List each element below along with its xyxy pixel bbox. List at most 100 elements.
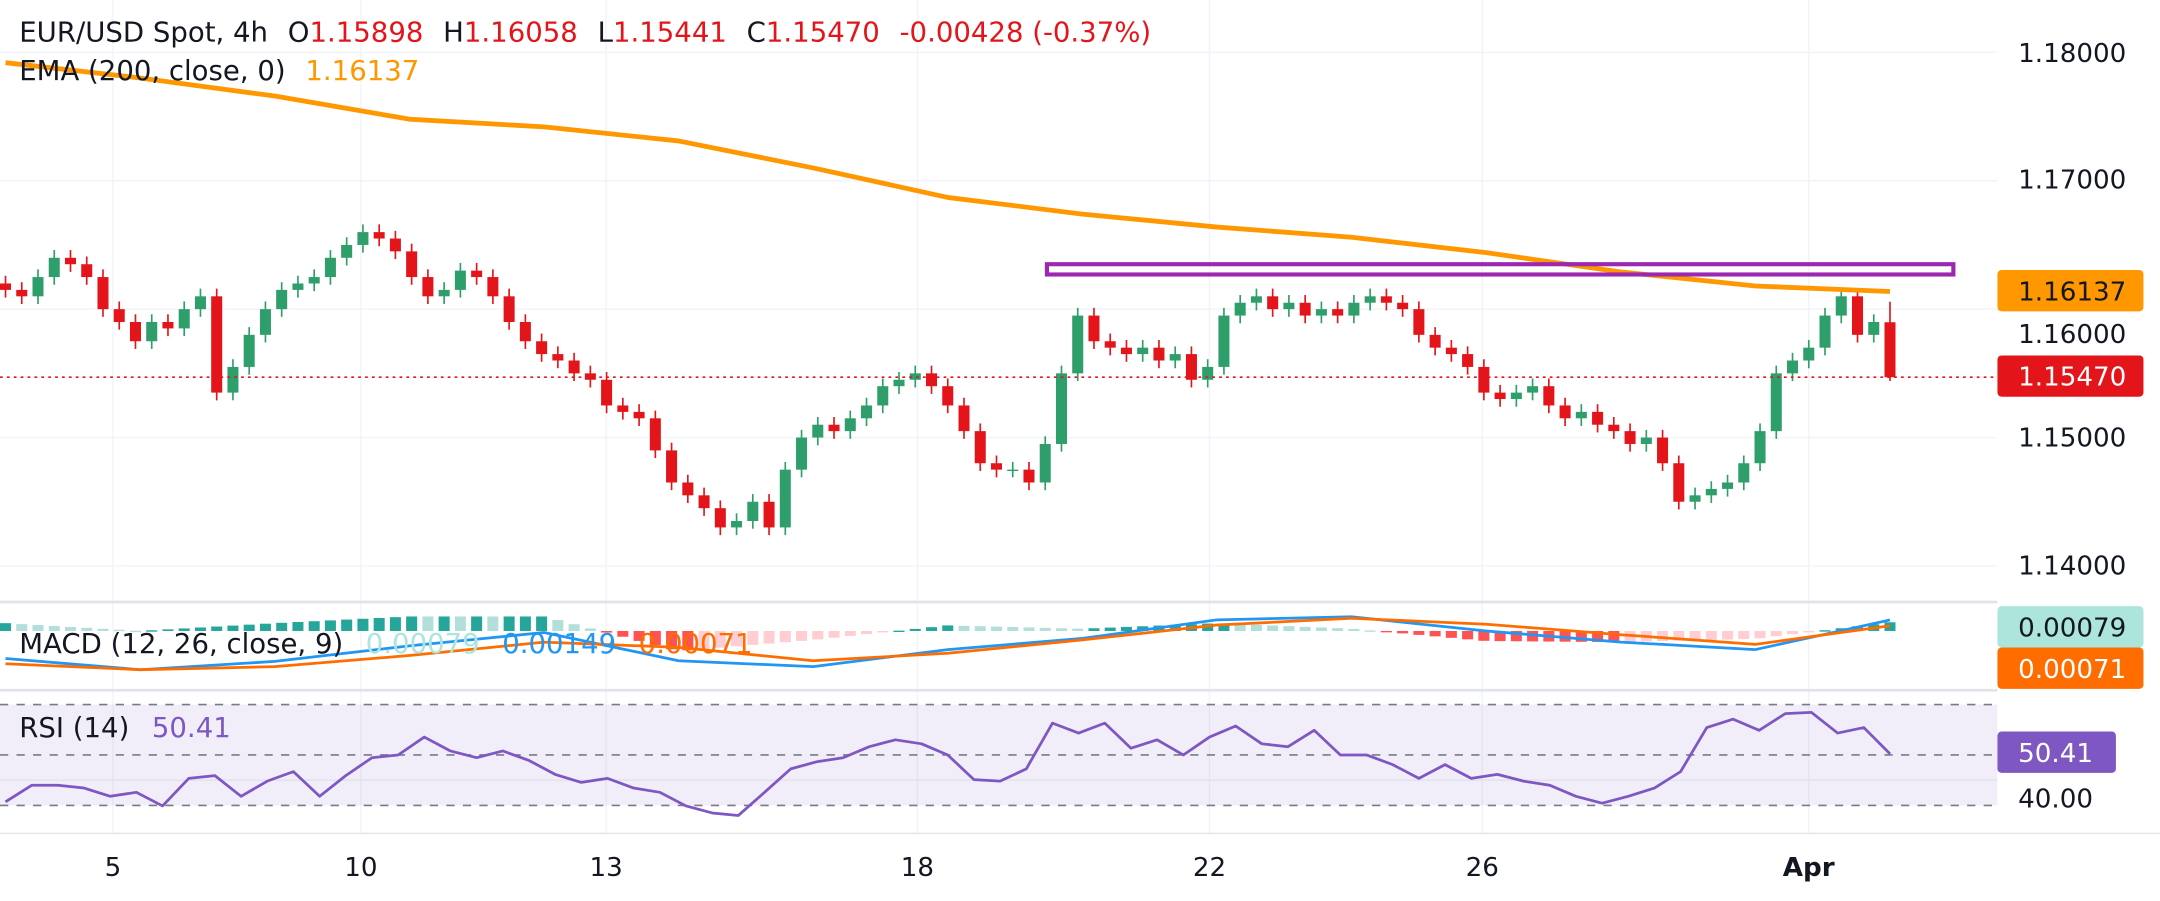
candle-body xyxy=(1332,309,1344,316)
macd-histogram-bar xyxy=(1478,630,1490,641)
macd-histogram-bar xyxy=(259,623,271,631)
candle-body xyxy=(1624,431,1636,444)
candle-body xyxy=(568,360,580,374)
rsi-legend[interactable]: RSI (14) 50.41 xyxy=(19,712,230,744)
time-axis[interactable]: 5 10 13 18 22 26 Apr xyxy=(105,853,1835,883)
macd-histogram-bar xyxy=(877,630,889,633)
candle-body xyxy=(1835,296,1847,316)
macd-histogram-bar xyxy=(958,625,970,631)
price-tick: 1.15000 xyxy=(2018,423,2126,453)
candle-body xyxy=(1608,424,1620,432)
candle-body xyxy=(1380,296,1392,303)
macd-histogram-bar xyxy=(1738,630,1750,640)
candle-body xyxy=(1462,354,1474,367)
candle-body xyxy=(519,321,531,342)
rsi-pane xyxy=(0,703,1998,817)
candle-body xyxy=(1819,315,1831,348)
ema-price-badge-text: 1.16137 xyxy=(2018,277,2126,307)
macd-histogram-bar xyxy=(942,625,954,631)
macd-histogram-bar xyxy=(1705,630,1717,640)
macd-histogram-bar xyxy=(308,621,320,631)
candle-body xyxy=(1673,463,1685,502)
candle-body xyxy=(844,418,856,432)
macd-histogram-bar xyxy=(32,625,44,631)
close-price-badge-text: 1.15470 xyxy=(2018,363,2126,393)
macd-histogram-bar xyxy=(1055,628,1067,631)
macd-histogram-bar xyxy=(64,626,77,631)
price-tick: 1.14000 xyxy=(2018,551,2126,581)
candle-body xyxy=(1592,411,1604,425)
candle-body xyxy=(32,277,44,297)
candle-body xyxy=(1770,373,1782,432)
candle-body xyxy=(1137,347,1149,355)
ema-legend-value: 1.16137 xyxy=(305,55,419,87)
macd-histogram-bar xyxy=(16,624,28,631)
macd-histogram-bar xyxy=(1819,630,1831,632)
macd-histogram-bar xyxy=(1770,630,1782,637)
macd-pane xyxy=(0,615,1896,672)
macd-histogram-bar xyxy=(1169,624,1181,631)
candle-body xyxy=(1072,315,1084,374)
candle-body xyxy=(1104,341,1116,348)
symbol-label: EUR/USD Spot, 4h xyxy=(19,16,268,48)
time-tick: 22 xyxy=(1193,853,1226,883)
candles xyxy=(0,224,1896,536)
candle-body xyxy=(1527,386,1539,393)
candle-body xyxy=(64,257,77,265)
macd-histogram-bar xyxy=(341,619,353,631)
macd-histogram-bar xyxy=(146,630,158,632)
macd-histogram-bar xyxy=(1088,628,1100,631)
grid xyxy=(0,0,2160,834)
macd-histogram-bar xyxy=(1250,624,1262,631)
macd-histogram-bar xyxy=(1364,630,1376,632)
candle-body xyxy=(1023,469,1035,483)
candle-body xyxy=(812,424,824,438)
macd-histogram-bar xyxy=(925,627,938,631)
macd-histogram-bar xyxy=(1380,630,1392,633)
candle-body xyxy=(162,321,174,329)
time-tick: 10 xyxy=(344,853,377,883)
macd-histogram-bar xyxy=(1689,630,1701,641)
macd-histogram-bar xyxy=(227,625,239,631)
candle-body xyxy=(1543,386,1555,406)
macd-legend[interactable]: MACD (12, 26, close, 9) 0.00079 0.00149 … xyxy=(19,628,752,660)
macd-histogram-bar xyxy=(584,628,596,631)
candle-body xyxy=(1185,354,1197,380)
macd-histogram-bar xyxy=(1754,630,1766,639)
candle-body xyxy=(308,277,320,284)
candle-body xyxy=(146,321,158,342)
macd-signal-badge-text: 0.00071 xyxy=(2018,655,2126,685)
candle-body xyxy=(601,379,613,406)
macd-histogram-bar xyxy=(113,629,125,632)
candle-body xyxy=(487,277,499,297)
macd-histogram-bar xyxy=(1397,630,1409,634)
macd-histogram-bar xyxy=(1722,630,1734,640)
macd-histogram-bar xyxy=(1234,624,1246,631)
high-value: 1.16058 xyxy=(464,16,578,48)
macd-histogram-bar xyxy=(682,630,694,651)
candle-body xyxy=(1169,354,1181,361)
ema-legend[interactable]: EMA (200, close, 0) 1.16137 xyxy=(19,55,419,87)
macd-histogram-bar xyxy=(828,630,840,638)
macd-histogram-bar xyxy=(1575,630,1587,642)
macd-histogram-bar xyxy=(1218,623,1230,631)
candle-body xyxy=(1510,392,1522,400)
macd-histogram-bar xyxy=(552,620,564,631)
macd-histogram-bar xyxy=(844,630,856,636)
candle-body xyxy=(292,283,304,290)
rsi-badge xyxy=(1997,731,2116,773)
macd-histogram-bar xyxy=(601,630,613,633)
candle-body xyxy=(1234,302,1246,316)
candle-body xyxy=(925,373,938,387)
candle-body xyxy=(1559,405,1571,419)
change-value: -0.00428 (-0.37%) xyxy=(900,16,1152,48)
macd-histogram-bar xyxy=(617,630,629,637)
candle-body xyxy=(81,264,93,278)
macd-histogram-bar xyxy=(698,630,710,649)
time-tick: 13 xyxy=(589,853,622,883)
macd-histogram-bar xyxy=(1657,630,1669,642)
candle-body xyxy=(1202,366,1214,380)
macd-hist-badge-text: 0.00079 xyxy=(2018,613,2126,643)
macd-histogram-bar xyxy=(1007,627,1019,631)
